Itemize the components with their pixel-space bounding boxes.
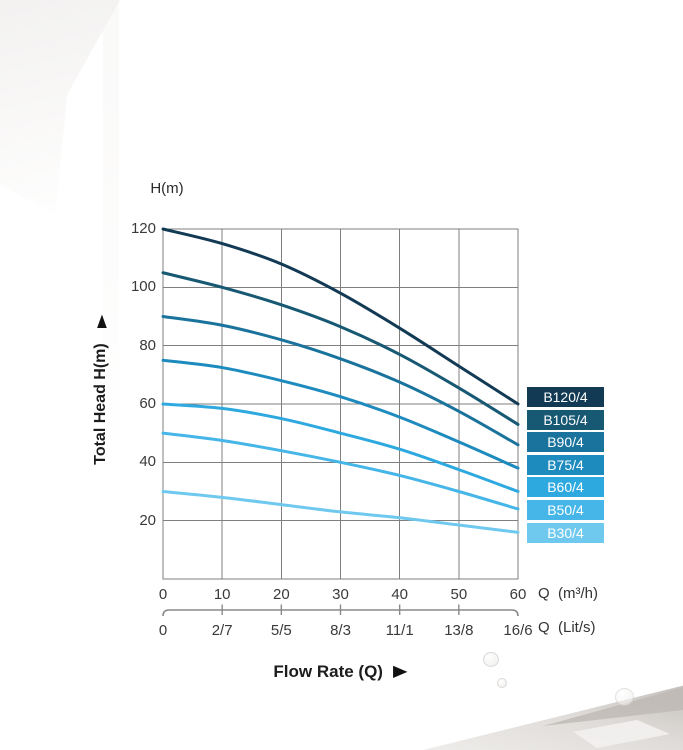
x-tick-label-lits: 13/8 [444,622,474,639]
x-axis-title-row: Flow Rate (Q) ▶ [163,660,518,684]
curve-B30/4 [161,490,520,534]
legend-item-B75/4: B75/4 [527,454,604,475]
legend-item-B60/4: B60/4 [527,477,604,498]
legend-item-B50/4: B50/4 [527,500,604,520]
y-axis-unit-label: H(m) [150,180,184,197]
x-tick-label-m3h: 10 [213,586,231,603]
curve-B90/4 [161,315,520,447]
legend-item-B120/4: B120/4 [527,387,604,407]
y-tick-label: 60 [139,395,156,412]
x-tick-label-lits: 16/6 [503,622,533,639]
curve-B105/4 [161,271,520,426]
curve-B120/4 [161,227,520,406]
x-tick-label-m3h: 20 [272,586,290,603]
curve-B75/4 [161,358,520,470]
x-tick-label-m3h: 0 [158,586,168,603]
x-tick-label-lits: 8/3 [330,622,351,639]
x-tick-label-m3h: 30 [332,586,349,603]
up-arrow-icon: ▲ [93,307,111,333]
right-arrow-icon: ▶ [392,662,408,681]
legend-item-B30/4: B30/4 [527,522,604,543]
x-tick-label-lits: 5/5 [270,622,292,639]
y-tick-label: 120 [130,220,156,237]
curve-B50/4 [161,431,520,511]
legend-item-B90/4: B90/4 [527,432,604,453]
x-axis-unit-lits: Q (Lit/s) [538,619,596,636]
x-axis-title: Flow Rate (Q) [273,662,383,681]
x-tick-label-m3h: 40 [391,586,408,603]
x-tick-label-lits: 11/1 [385,622,414,639]
x-tick-label-lits: 0 [158,622,168,639]
y-tick-label: 100 [130,278,156,296]
y-tick-label: 20 [139,511,156,529]
x-axis-unit-m3h: Q (m³/h) [538,585,598,602]
y-tick-label: 40 [139,453,156,471]
x-tick-label-m3h: 60 [509,586,527,603]
legend-item-B105/4: B105/4 [527,409,604,430]
x-tick-label-m3h: 50 [450,586,468,603]
x-tick-label-lits: 2/7 [211,622,233,639]
curve-B60/4 [161,402,520,493]
y-tick-label: 80 [139,336,156,354]
